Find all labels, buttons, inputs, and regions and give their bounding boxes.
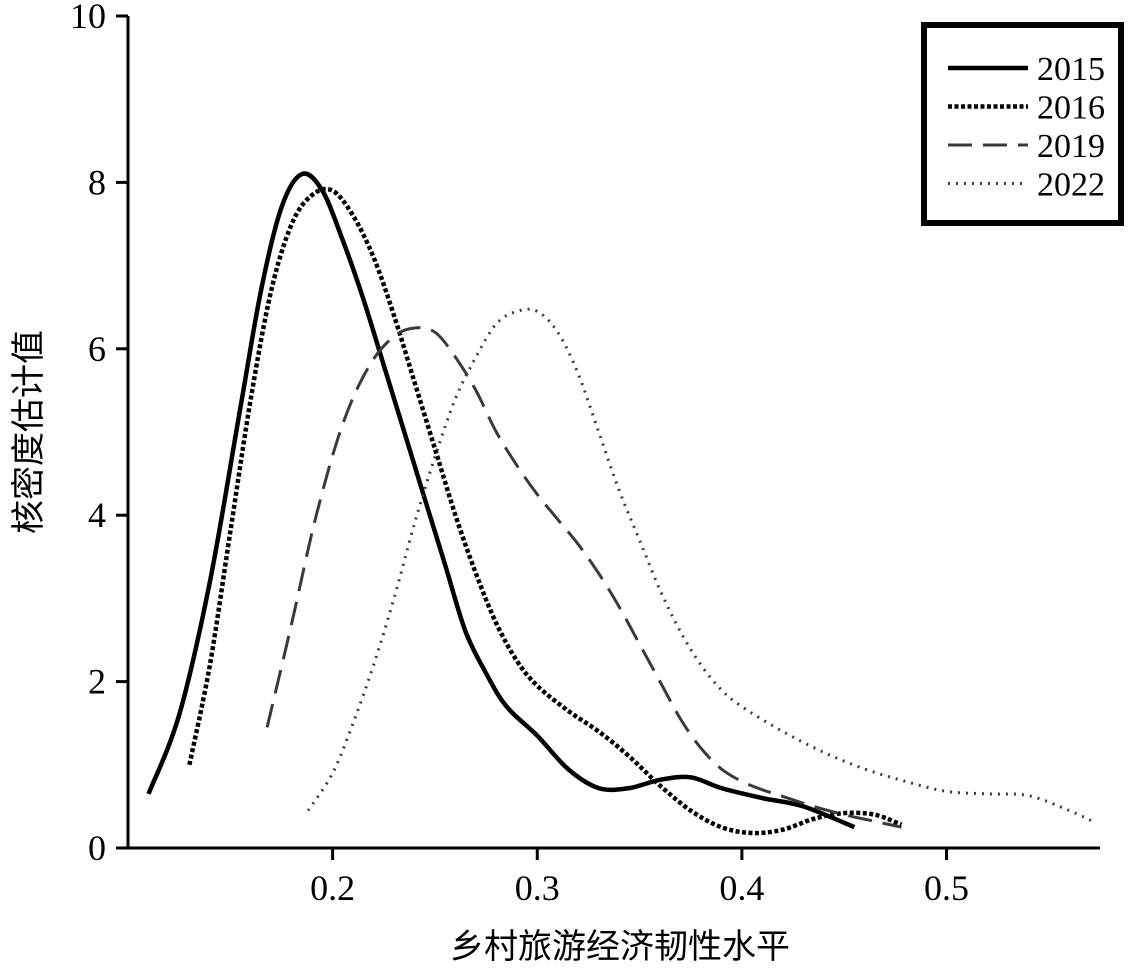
series-line-2016 [187, 186, 903, 836]
y-tick-label: 8 [88, 162, 106, 202]
series-layer [146, 171, 1097, 836]
y-tick-label: 0 [88, 828, 106, 868]
series-line-2015 [146, 171, 856, 830]
y-axis-title: 核密度估计值 [9, 330, 49, 534]
axes: 0 2 4 6 8 10 0.2 0.3 0.4 0.5 [70, 0, 1100, 908]
x-tick-label: 0.5 [924, 868, 969, 908]
x-tick-label: 0.3 [515, 868, 560, 908]
x-tick-label: 0.4 [719, 868, 764, 908]
legend-label-2016: 2016 [1037, 90, 1105, 127]
legend-box [921, 22, 1124, 226]
y-tick-label: 6 [88, 329, 106, 369]
legend-label-2015: 2015 [1037, 51, 1105, 88]
y-tick-label: 10 [70, 0, 106, 36]
legend-label-2019: 2019 [1037, 128, 1105, 165]
y-tick-label: 4 [88, 495, 106, 535]
y-tick-label: 2 [88, 662, 106, 702]
series-line-2019 [265, 326, 902, 829]
legend-label-2022: 2022 [1037, 167, 1105, 204]
series-line-2022 [306, 307, 1097, 825]
x-tick-label: 0.2 [310, 868, 355, 908]
x-axis-title: 乡村旅游经济韧性水平 [450, 927, 790, 967]
